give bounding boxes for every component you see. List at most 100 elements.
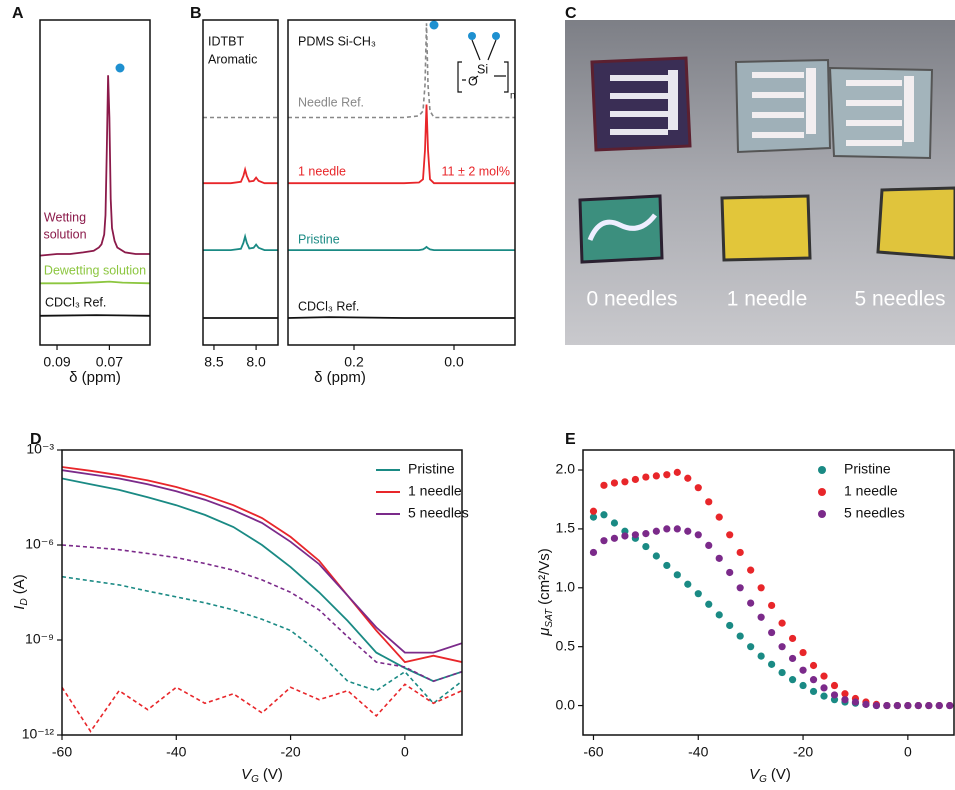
plot-area bbox=[62, 466, 462, 733]
line bbox=[288, 245, 515, 251]
point bbox=[820, 684, 828, 692]
x-tick-label: 0 bbox=[904, 744, 912, 760]
plot-area bbox=[288, 23, 515, 319]
point bbox=[726, 568, 734, 577]
line bbox=[203, 232, 278, 251]
point bbox=[673, 571, 681, 579]
legend-swatch bbox=[818, 488, 826, 496]
legend-swatch bbox=[818, 510, 826, 518]
point bbox=[799, 681, 807, 690]
electrodes bbox=[610, 70, 678, 135]
x-tick-label: -40 bbox=[166, 744, 186, 760]
structure-repeat: n bbox=[510, 91, 516, 102]
point bbox=[631, 475, 639, 484]
point bbox=[589, 548, 598, 557]
point bbox=[841, 690, 849, 698]
photo-caption: 0 needles bbox=[586, 288, 677, 311]
y-tick-label: 10⁻⁶ bbox=[25, 536, 54, 552]
dashed-line bbox=[62, 575, 462, 705]
annotation: 1 needle bbox=[298, 164, 346, 178]
y-tick-label: 1.0 bbox=[556, 578, 576, 594]
point bbox=[610, 479, 619, 487]
y-tick-label: 10⁻⁹ bbox=[25, 631, 54, 647]
point bbox=[642, 542, 650, 551]
point bbox=[809, 661, 818, 670]
point bbox=[715, 513, 723, 521]
point bbox=[757, 613, 765, 621]
dashed-line bbox=[62, 544, 462, 683]
point bbox=[621, 478, 629, 486]
point bbox=[694, 484, 702, 492]
x-tick-label: 8.5 bbox=[204, 354, 224, 370]
peak-marker bbox=[115, 63, 125, 73]
point bbox=[799, 666, 807, 674]
line bbox=[288, 104, 515, 185]
line bbox=[40, 314, 150, 317]
y-tick-label: 10⁻³ bbox=[26, 441, 54, 457]
point bbox=[925, 701, 933, 710]
point bbox=[768, 601, 776, 610]
line bbox=[62, 469, 462, 654]
point bbox=[736, 584, 744, 592]
electrodes bbox=[752, 68, 816, 138]
dashed-line bbox=[288, 23, 515, 119]
annotation: Dewetting solution bbox=[44, 263, 146, 277]
point bbox=[642, 530, 650, 538]
legend-label: 5 needles bbox=[844, 505, 905, 521]
point bbox=[946, 701, 954, 710]
line bbox=[288, 316, 515, 319]
legend-label: 5 needles bbox=[408, 505, 469, 521]
dashed-line bbox=[62, 683, 462, 733]
line bbox=[203, 165, 278, 185]
point bbox=[589, 507, 598, 515]
bond bbox=[462, 39, 506, 81]
point bbox=[904, 701, 912, 710]
plot-frame bbox=[61, 449, 463, 736]
point bbox=[652, 472, 660, 480]
point bbox=[872, 701, 881, 710]
photo: C 0 needles 1 needle 5 needles bbox=[565, 5, 955, 345]
axis-subscript: SAT bbox=[544, 608, 555, 628]
axis-unit: (A) bbox=[11, 574, 28, 594]
point bbox=[830, 691, 839, 699]
point bbox=[663, 561, 671, 570]
annotation: 11 ± 2 mol% bbox=[442, 164, 510, 178]
legend-swatch bbox=[818, 466, 826, 474]
y-tick-label: 0.0 bbox=[556, 696, 576, 712]
axis-label: μSAT (cm²/Vs) bbox=[536, 548, 555, 637]
line bbox=[62, 477, 462, 683]
y-tick-label: 1.5 bbox=[556, 520, 576, 536]
point bbox=[778, 619, 786, 627]
plot-area bbox=[203, 116, 278, 319]
point bbox=[652, 552, 660, 560]
x-tick-label: 0.07 bbox=[96, 354, 123, 370]
photo-caption: 5 needles bbox=[854, 288, 945, 311]
point bbox=[883, 701, 891, 710]
annotation: PDMS Si-CH₃ bbox=[298, 34, 376, 48]
point bbox=[862, 700, 870, 708]
annotation: Pristine bbox=[298, 232, 340, 246]
point bbox=[610, 519, 619, 527]
point bbox=[600, 511, 608, 519]
electrodes bbox=[846, 76, 914, 146]
plot-area bbox=[40, 75, 150, 317]
point bbox=[893, 701, 901, 710]
axis-subscript: D bbox=[19, 598, 30, 605]
point bbox=[705, 498, 713, 506]
point bbox=[788, 676, 797, 684]
x-tick-label: 0.0 bbox=[444, 354, 464, 370]
point bbox=[768, 660, 776, 668]
point bbox=[736, 548, 744, 557]
point bbox=[726, 621, 734, 630]
plot-frame bbox=[287, 19, 516, 346]
point bbox=[820, 672, 828, 680]
plot-frame bbox=[582, 449, 955, 736]
panel-label: B bbox=[190, 5, 202, 22]
annotation: Aromatic bbox=[208, 52, 257, 66]
point bbox=[747, 643, 755, 651]
panel-label: D bbox=[30, 431, 42, 448]
bracket bbox=[457, 61, 462, 93]
point bbox=[663, 471, 671, 479]
point bbox=[809, 676, 818, 684]
